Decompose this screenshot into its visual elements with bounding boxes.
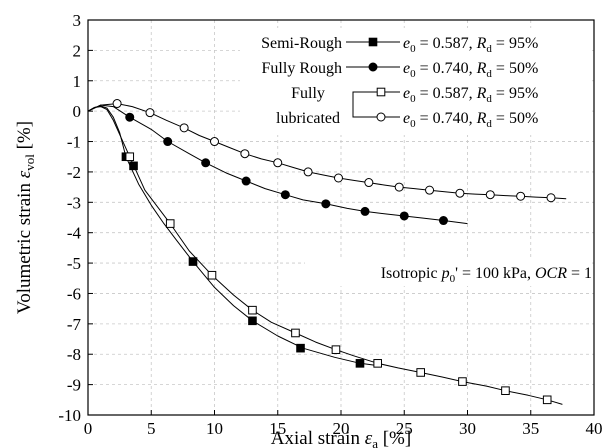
series-1-point: [355, 359, 365, 368]
series-1-point: [129, 161, 138, 171]
y-tick-label: -5: [67, 254, 81, 273]
series-4-point: [333, 173, 343, 183]
y-tick-label: -9: [67, 376, 81, 395]
axis-ticks: 0 5 10 15 20 25 30 35 403210-1-2-3-4-5-6-7-8-9-1…: [58, 11, 602, 438]
series-4-point: [485, 190, 495, 200]
series-1-line: [87, 105, 379, 367]
legend-group-label: Fully: [291, 85, 325, 102]
series-4-point: [546, 193, 556, 203]
series-2-line: [87, 104, 468, 225]
series-3-point: [165, 219, 175, 228]
series-3-point: [125, 152, 135, 162]
series-2-point: [125, 112, 135, 122]
x-axis-label: Axial strain εa [%]: [271, 428, 411, 448]
series-2-point: [321, 199, 331, 209]
legend: e0 = 0.587, Rd = 95% Semi-Rough e0 = 0.74…: [240, 28, 592, 135]
series-2-point: [280, 190, 290, 200]
x-tick-label: 40: [586, 419, 603, 438]
series-4-point: [273, 158, 283, 168]
legend-marker: [376, 87, 386, 97]
y-tick-label: 3: [73, 11, 82, 30]
x-tick-label: 0: [84, 419, 93, 438]
series-4-point: [179, 123, 189, 133]
series-4-point: [455, 188, 465, 198]
series-4-point: [303, 167, 313, 177]
x-tick-label: 5: [147, 419, 156, 438]
legend-group-label: lubricated: [276, 110, 340, 127]
x-tick-label: 10: [206, 419, 223, 438]
y-tick-label: -3: [67, 193, 81, 212]
y-tick-label: -1: [67, 133, 81, 152]
legend-bracket: [352, 91, 362, 118]
series-2-point: [241, 176, 251, 186]
series-3-point: [207, 270, 217, 280]
series-2-point: [360, 206, 370, 216]
series-3-point: [373, 359, 382, 368]
series-1-point: [248, 316, 257, 326]
y-tick-label: 1: [73, 72, 82, 91]
series-2-point: [399, 211, 409, 221]
x-tick-label: 30: [459, 419, 476, 438]
series-4-point: [364, 178, 374, 188]
series-curves: [87, 103, 567, 405]
annotation-text: Isotropic p0' = 100 kPa, OCR = 1: [381, 265, 592, 285]
x-tick-label: 20: [333, 419, 350, 438]
series-3-line: [87, 106, 563, 405]
legend-marker: [376, 112, 386, 122]
y-tick-label: 0: [73, 102, 82, 121]
x-tick-label: 25: [396, 419, 413, 438]
legend-marker: [368, 37, 378, 47]
series-3-point: [416, 368, 425, 377]
series-3-point: [501, 386, 510, 395]
y-axis-label: Volumetric strain εvol [%]: [14, 121, 37, 314]
series-4-point: [145, 108, 155, 118]
legend-entry-text: e0 = 0.740, Rd = 50%: [403, 60, 538, 80]
x-tick-label: 15: [269, 419, 286, 438]
legend-entry-text: e0 = 0.587, Rd = 95%: [403, 85, 538, 105]
legend-marker: [368, 62, 378, 72]
y-tick-label: -4: [67, 224, 82, 243]
series-4-point: [112, 99, 122, 109]
axis-labels: Axial strain εa [%] Volumetric strain εvo…: [14, 121, 411, 448]
series-3-point: [331, 345, 341, 354]
series-3-point: [291, 328, 300, 338]
series-2-point: [201, 158, 211, 168]
y-tick-label: -7: [67, 315, 82, 334]
series-3-point: [248, 305, 257, 315]
series-4-point: [240, 149, 250, 159]
series-2-point: [163, 137, 173, 147]
series-1-point: [296, 343, 305, 353]
series-3-point: [458, 377, 467, 386]
y-tick-label: -6: [67, 284, 81, 303]
y-tick-label: 2: [73, 41, 82, 60]
y-tick-label: -2: [67, 163, 81, 182]
series-2-point: [438, 216, 448, 226]
legend-group-label: Semi-Rough: [261, 35, 342, 52]
annotation: Isotropic p0' = 100 kPa, OCR = 1: [305, 258, 592, 286]
series-4-point: [425, 185, 435, 195]
y-tick-label: -8: [67, 345, 81, 364]
y-tick-label: -10: [58, 406, 81, 425]
series-1-point: [188, 257, 198, 266]
legend-group-label: Fully Rough: [262, 60, 342, 77]
legend-entry-text: e0 = 0.587, Rd = 95%: [403, 35, 538, 55]
series-4-point: [210, 137, 219, 147]
series-4-point: [516, 191, 526, 201]
x-tick-label: 35: [522, 419, 539, 438]
legend-entry-text: e0 = 0.740, Rd = 50%: [403, 110, 538, 130]
series-markers: [112, 99, 556, 405]
grid: [88, 20, 594, 415]
series-3-point: [542, 395, 552, 405]
series-4-point: [394, 182, 404, 192]
